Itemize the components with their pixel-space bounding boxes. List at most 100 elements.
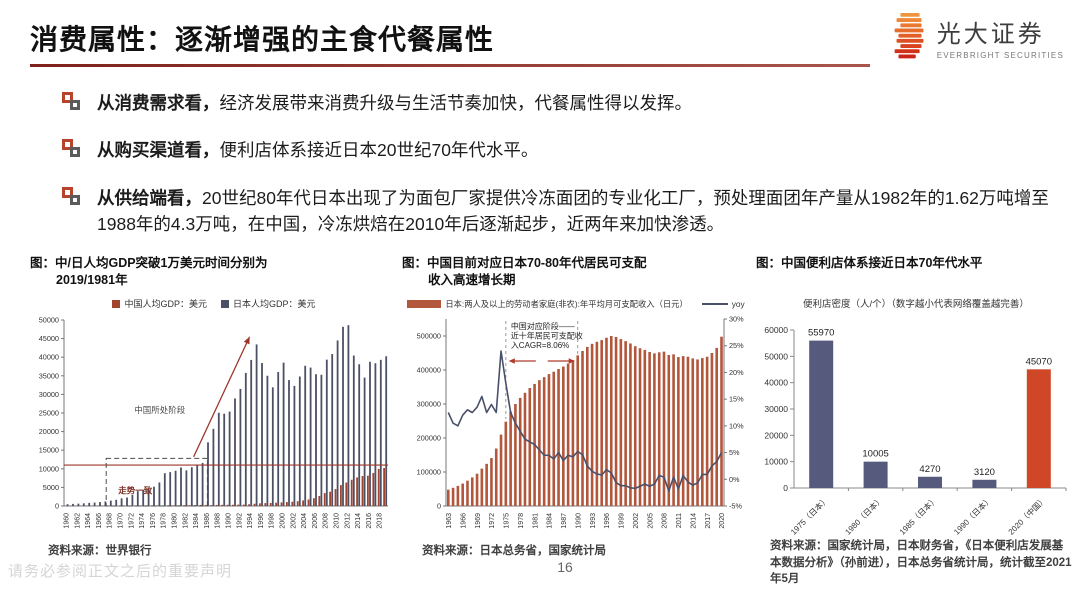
svg-text:0%: 0%	[729, 475, 740, 484]
bullet-text: 从供给端看，20世纪80年代日本出现了为面包厂家提供冷冻面团的专业化工厂，预处理…	[97, 185, 1057, 238]
bullet-lead: 从购买渠道看，	[97, 140, 220, 161]
overlapping-squares-icon	[62, 92, 84, 114]
svg-text:2012: 2012	[344, 513, 351, 529]
svg-text:1972: 1972	[128, 513, 135, 529]
svg-text:20%: 20%	[729, 368, 744, 377]
svg-text:2014: 2014	[355, 513, 362, 529]
svg-text:2018: 2018	[377, 513, 384, 529]
svg-text:2014: 2014	[690, 513, 697, 529]
svg-text:10%: 10%	[729, 421, 744, 430]
chart-title: 图：中国目前对应日本70-80年代居民可支配 收入高速增长期	[402, 256, 647, 287]
svg-text:10000: 10000	[39, 464, 59, 473]
svg-text:2004: 2004	[301, 513, 308, 529]
svg-text:1974: 1974	[139, 513, 146, 529]
chart-panel-cvs: 图：中国便利店体系接近日本70年代水平 便利店密度（人/个）（数字越小代表网络覆…	[756, 255, 1076, 546]
chart-title: 图：中国便利店体系接近日本70年代水平	[756, 256, 983, 270]
source-chart3: 资料来源：国家统计局，日本财务省，《日本便利店发展基本数据分析》（孙前进），日本…	[770, 540, 1072, 586]
svg-text:2017: 2017	[705, 513, 712, 529]
svg-text:4270: 4270	[919, 464, 940, 475]
svg-text:100000: 100000	[417, 467, 441, 476]
svg-text:1990（日本）: 1990（日本）	[952, 494, 994, 536]
svg-text:2020（中国）: 2020（中国）	[1006, 494, 1048, 536]
svg-text:1970: 1970	[118, 513, 125, 529]
legend-label: 日本人均GDP：美元	[233, 299, 316, 310]
svg-text:2006: 2006	[312, 513, 319, 529]
bullet-body: 便利店体系接近日本20世纪70年代水平。	[219, 140, 539, 161]
svg-text:60000: 60000	[764, 325, 788, 335]
svg-text:500000: 500000	[417, 331, 441, 340]
svg-text:1999: 1999	[619, 513, 626, 529]
svg-text:2020: 2020	[719, 513, 726, 529]
svg-text:2011: 2011	[676, 513, 683, 528]
legend-label: 日本:两人及以上的劳动者家庭(非农):年平均月可支配收入（日元）	[445, 298, 688, 309]
svg-text:2008: 2008	[662, 513, 669, 529]
svg-text:2016: 2016	[366, 513, 373, 529]
svg-text:走势一致: 走势一致	[117, 485, 153, 495]
svg-text:15%: 15%	[729, 394, 744, 403]
bullet-demand: 从消费需求看，经济发展带来消费升级与生活节奏加快，代餐属性得以发挥。	[62, 90, 1057, 116]
bullet-text: 从消费需求看，经济发展带来消费升级与生活节奏加快，代餐属性得以发挥。	[97, 90, 692, 116]
svg-text:-5%: -5%	[729, 501, 742, 510]
svg-text:1987: 1987	[561, 513, 568, 529]
svg-text:25000: 25000	[39, 408, 59, 417]
overlapping-squares-icon	[62, 139, 84, 161]
chart-panel-gdp: 图：中/日人均GDP突破1万美元时间分别为 2019/1981年 中国人均GDP…	[30, 255, 398, 552]
svg-text:2000: 2000	[280, 513, 287, 529]
svg-text:400000: 400000	[417, 365, 441, 374]
svg-text:1998: 1998	[269, 513, 276, 529]
svg-text:1975: 1975	[504, 513, 511, 529]
svg-text:2005: 2005	[647, 513, 654, 529]
svg-text:1964: 1964	[85, 513, 92, 529]
svg-text:45070: 45070	[1026, 356, 1052, 367]
svg-text:50000: 50000	[764, 351, 788, 361]
bullet-list: 从消费需求看，经济发展带来消费升级与生活节奏加快，代餐属性得以发挥。 从购买渠道…	[62, 90, 1057, 258]
chart-subtitle: 便利店密度（人/个）（数字越小代表网络覆盖越完善）	[803, 298, 1029, 310]
svg-text:1980: 1980	[172, 513, 179, 529]
svg-text:3120: 3120	[974, 467, 995, 478]
svg-text:1993: 1993	[590, 513, 597, 529]
svg-text:1984: 1984	[193, 513, 200, 529]
svg-text:5000: 5000	[43, 483, 59, 492]
chart-legend: 日本:两人及以上的劳动者家庭(非农):年平均月可支配收入（日元） yoy	[402, 298, 750, 310]
legend-label: yoy	[731, 298, 745, 309]
legend-item: yoy	[701, 298, 745, 309]
svg-text:中国所处阶段: 中国所处阶段	[134, 405, 186, 415]
svg-text:1990: 1990	[226, 513, 233, 529]
svg-text:10005: 10005	[862, 449, 888, 460]
everbright-b-icon	[894, 12, 924, 59]
everbright-logo: 光大证券 EVERBRIGHT SECURITIES	[892, 12, 1064, 62]
svg-text:1962: 1962	[74, 513, 81, 529]
svg-text:1985（日本）: 1985（日本）	[897, 494, 939, 536]
bullet-lead: 从供给端看，	[97, 187, 202, 208]
svg-text:1990: 1990	[575, 513, 582, 529]
income-bar-line-chart: 0 100000 200000 300000 400000 500000 -5% 0% 5% 10…	[417, 314, 744, 529]
svg-text:1966: 1966	[460, 513, 467, 529]
svg-text:入CAGR=8.06%: 入CAGR=8.06%	[511, 341, 569, 350]
svg-text:45000: 45000	[39, 334, 59, 343]
svg-text:2008: 2008	[323, 513, 330, 529]
svg-text:20000: 20000	[764, 430, 788, 440]
svg-text:1981: 1981	[532, 513, 539, 529]
svg-text:1972: 1972	[489, 513, 496, 529]
svg-text:10000: 10000	[764, 457, 788, 467]
page-title: 消费属性：逐渐增强的主食代餐属性	[30, 24, 495, 55]
brand-name-cn: 光大证券	[936, 21, 1045, 48]
svg-text:35000: 35000	[39, 371, 59, 380]
svg-text:0: 0	[437, 501, 441, 510]
bullet-channel: 从购买渠道看，便利店体系接近日本20世纪70年代水平。	[62, 137, 1057, 163]
svg-text:15000: 15000	[39, 445, 59, 454]
svg-text:40000: 40000	[39, 352, 59, 361]
svg-text:1988: 1988	[215, 513, 222, 529]
bullet-text: 从购买渠道看，便利店体系接近日本20世纪70年代水平。	[97, 137, 538, 163]
brand-text: 光大证券 EVERBRIGHT SECURITIES	[937, 14, 1064, 60]
svg-text:1980（日本）: 1980（日本）	[843, 494, 885, 536]
brand-name-en: EVERBRIGHT SECURITIES	[936, 51, 1064, 60]
svg-text:5%: 5%	[729, 448, 740, 457]
source-chart1: 资料来源：世界银行	[48, 545, 152, 557]
legend-swatch	[407, 299, 442, 308]
svg-text:1978: 1978	[518, 513, 525, 529]
svg-text:1975（日本）: 1975（日本）	[788, 494, 830, 536]
legend-item: 日本:两人及以上的劳动者家庭(非农):年平均月可支配收入（日元）	[407, 298, 688, 310]
svg-text:2002: 2002	[633, 513, 640, 529]
